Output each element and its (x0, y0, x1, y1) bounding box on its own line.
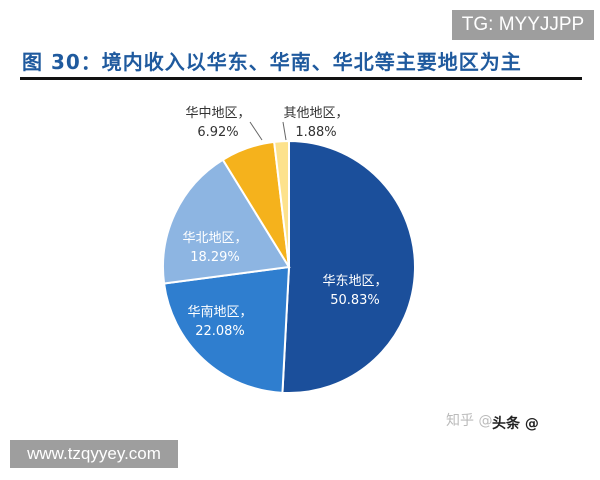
pie-slice (162, 265, 291, 394)
slice-name-label: 华南地区， (187, 304, 252, 320)
slice-value-label: 6.92% (197, 125, 238, 140)
pie-slice (162, 158, 291, 285)
slice-value-label: 18.29% (190, 250, 240, 265)
slice-name-label: 其他地区， (283, 106, 348, 121)
pie-slice (281, 139, 416, 394)
slice-value-label: 50.83% (330, 293, 380, 308)
leader-line (282, 121, 287, 141)
slice-name-label: 华中地区， (185, 106, 250, 121)
slice-name-label: 华北地区， (182, 231, 247, 246)
zhihu-watermark: 知乎 @ (446, 413, 493, 429)
telegram-watermark: TG: MYYJJPP (452, 10, 594, 40)
title-divider (20, 77, 582, 80)
slice-value-label: 1.88% (295, 125, 336, 140)
pie-slice (273, 139, 290, 268)
slice-value-label: 22.08% (195, 324, 245, 339)
leader-line (249, 121, 263, 141)
chart-title: 图 30：境内收入以华东、华南、华北等主要地区为主 (22, 50, 522, 74)
url-watermark: www.tzqyyey.com (10, 440, 178, 468)
toutiao-watermark: 头条 @ (492, 416, 539, 432)
slice-name-label: 华东地区， (322, 274, 387, 289)
